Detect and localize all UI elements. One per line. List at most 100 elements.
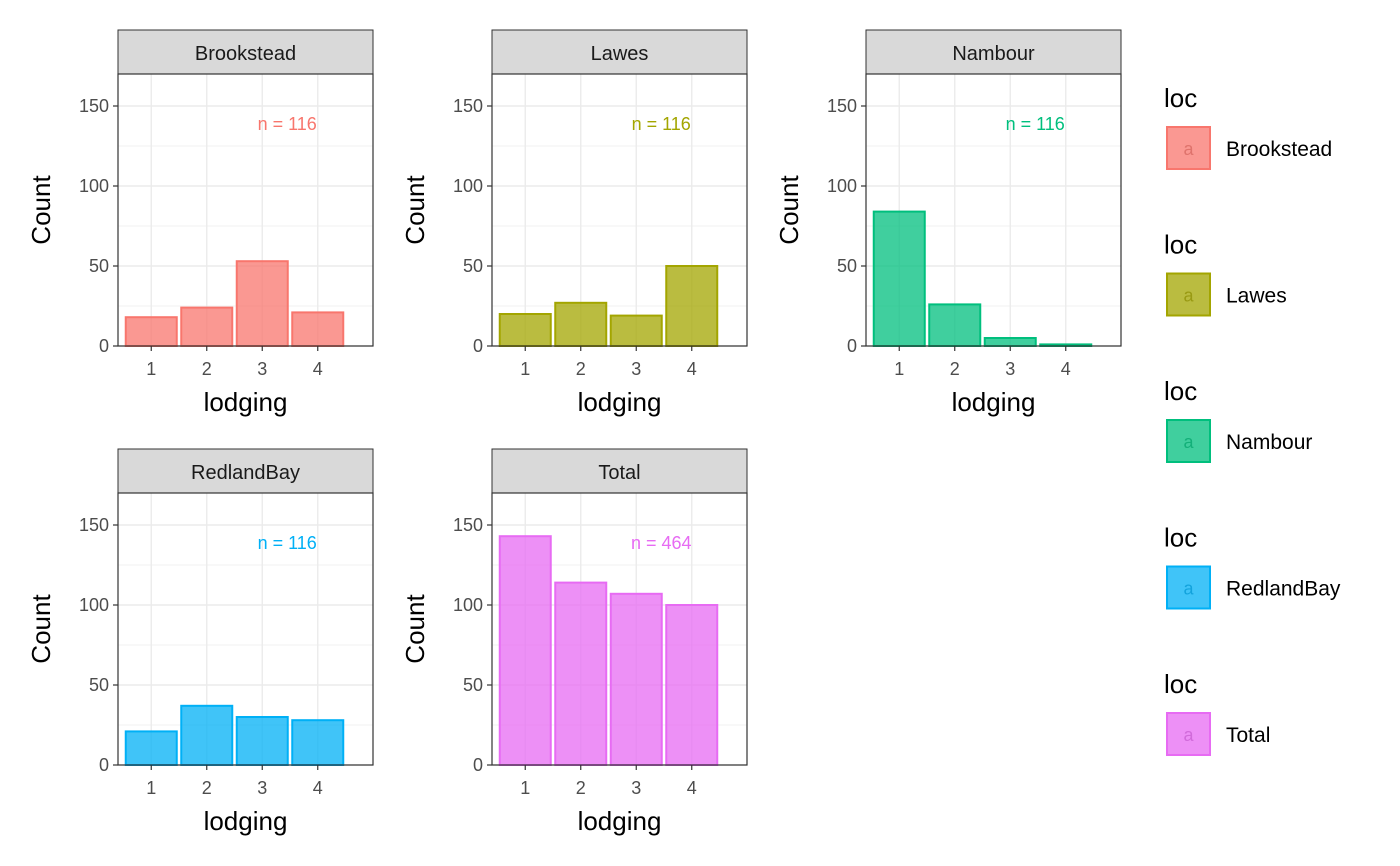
bar-3 bbox=[609, 592, 663, 766]
legend-label: Brookstead bbox=[1226, 138, 1332, 161]
y-tick-label: 150 bbox=[827, 96, 857, 116]
legend-title: loc bbox=[1164, 83, 1197, 113]
facet-strip-label: Brookstead bbox=[195, 43, 296, 65]
y-tick-label: 100 bbox=[453, 595, 483, 615]
x-tick-label: 4 bbox=[313, 778, 323, 798]
x-tick-label: 4 bbox=[687, 359, 697, 379]
panel-redlandbay: RedlandBay n = 116 0 50 100 150 1 2 3 4 lodging Cou… bbox=[26, 448, 374, 836]
bar-1 bbox=[498, 535, 552, 767]
bar-1 bbox=[872, 210, 926, 347]
x-tick-label: 1 bbox=[520, 778, 530, 798]
bar-1 bbox=[498, 313, 552, 347]
bar-4 bbox=[665, 604, 719, 766]
y-tick-label: 100 bbox=[827, 176, 857, 196]
x-tick-label: 4 bbox=[313, 359, 323, 379]
legend-key-glyph: a bbox=[1183, 725, 1194, 745]
x-tick-label: 3 bbox=[257, 359, 267, 379]
legend-key-glyph: a bbox=[1183, 579, 1194, 599]
n-label: n = 116 bbox=[1006, 114, 1065, 134]
bar-4 bbox=[665, 265, 719, 347]
legend-group-total: loc a Total bbox=[1164, 669, 1270, 756]
y-tick-label: 150 bbox=[79, 515, 109, 535]
facet-strip-label: Nambour bbox=[952, 43, 1035, 65]
y-tick-label: 100 bbox=[79, 176, 109, 196]
legend-key-glyph: a bbox=[1183, 432, 1194, 452]
y-tick-label: 50 bbox=[89, 675, 109, 695]
x-tick-label: 1 bbox=[146, 778, 156, 798]
x-axis-title: lodging bbox=[204, 387, 288, 417]
legend-group-brookstead: loc a Brookstead bbox=[1164, 83, 1332, 170]
panel-border bbox=[491, 492, 748, 766]
y-tick-label: 50 bbox=[463, 256, 483, 276]
bar-2 bbox=[554, 301, 608, 347]
panel-border bbox=[117, 492, 374, 766]
facet-strip bbox=[491, 448, 748, 494]
y-tick-label: 50 bbox=[837, 256, 857, 276]
legend-key-glyph: a bbox=[1183, 139, 1194, 159]
y-axis-title: Count bbox=[26, 175, 56, 245]
y-axis-title: Count bbox=[26, 594, 56, 664]
bar-2 bbox=[554, 581, 608, 766]
legend-label: Total bbox=[1226, 724, 1270, 747]
legend-key bbox=[1166, 419, 1211, 463]
legend-label: Nambour bbox=[1226, 431, 1312, 454]
x-tick-label: 3 bbox=[257, 778, 267, 798]
x-tick-label: 2 bbox=[202, 778, 212, 798]
bar-1 bbox=[124, 316, 178, 348]
y-tick-label: 50 bbox=[89, 256, 109, 276]
legend-group-lawes: loc a Lawes bbox=[1164, 230, 1287, 317]
facet-strip-label: RedlandBay bbox=[191, 462, 300, 484]
y-tick-label: 150 bbox=[453, 96, 483, 116]
facet-strip bbox=[117, 29, 374, 75]
x-axis-title: lodging bbox=[578, 806, 662, 836]
bar-1 bbox=[124, 730, 178, 767]
x-tick-label: 2 bbox=[576, 359, 586, 379]
legend-key-glyph: a bbox=[1183, 286, 1194, 306]
legend-key bbox=[1166, 712, 1211, 756]
bar-3 bbox=[235, 260, 289, 348]
legend-key bbox=[1166, 272, 1211, 317]
y-tick-label: 0 bbox=[99, 755, 109, 775]
panel-lawes: Lawes n = 116 0 50 100 150 1 2 3 4 lodging Count bbox=[400, 29, 748, 417]
facet-strip-label: Total bbox=[598, 462, 640, 484]
y-tick-label: 0 bbox=[847, 336, 857, 356]
y-tick-label: 100 bbox=[453, 176, 483, 196]
y-tick-label: 0 bbox=[473, 336, 483, 356]
facet-strip-label: Lawes bbox=[591, 43, 649, 65]
bar-4 bbox=[291, 311, 345, 347]
x-tick-label: 2 bbox=[950, 359, 960, 379]
x-axis-title: lodging bbox=[578, 387, 662, 417]
y-axis-title: Count bbox=[774, 175, 804, 245]
x-tick-label: 3 bbox=[631, 359, 641, 379]
n-label: n = 464 bbox=[631, 533, 692, 553]
panel-border bbox=[865, 73, 1122, 347]
panel-border bbox=[491, 73, 748, 347]
bar-3 bbox=[235, 716, 289, 766]
n-label: n = 116 bbox=[258, 114, 317, 134]
x-axis-title: lodging bbox=[952, 387, 1036, 417]
legend: loc a Brookstead loc a Lawes loc a Nambour loc a Re… bbox=[1164, 83, 1341, 756]
panel-total: Total n = 464 0 50 100 150 1 2 3 4 lodging Count bbox=[400, 448, 748, 836]
x-tick-label: 3 bbox=[1005, 359, 1015, 379]
panel-nambour: Nambour n = 116 0 50 100 150 1 2 3 4 lodging Count bbox=[774, 29, 1122, 417]
legend-key bbox=[1166, 565, 1211, 610]
x-tick-label: 2 bbox=[202, 359, 212, 379]
x-tick-label: 2 bbox=[576, 778, 586, 798]
legend-title: loc bbox=[1164, 669, 1197, 699]
n-label: n = 116 bbox=[258, 533, 317, 553]
x-tick-label: 1 bbox=[894, 359, 904, 379]
x-axis-title: lodging bbox=[204, 806, 288, 836]
legend-key bbox=[1166, 126, 1211, 170]
legend-title: loc bbox=[1164, 523, 1197, 553]
panel-border bbox=[117, 73, 374, 347]
x-tick-label: 3 bbox=[631, 778, 641, 798]
n-label: n = 116 bbox=[632, 114, 691, 134]
y-tick-label: 0 bbox=[99, 336, 109, 356]
y-tick-label: 150 bbox=[453, 515, 483, 535]
bar-2 bbox=[928, 303, 982, 347]
bar-3 bbox=[983, 337, 1037, 347]
facet-strip bbox=[491, 29, 748, 75]
legend-title: loc bbox=[1164, 376, 1197, 406]
y-tick-label: 100 bbox=[79, 595, 109, 615]
